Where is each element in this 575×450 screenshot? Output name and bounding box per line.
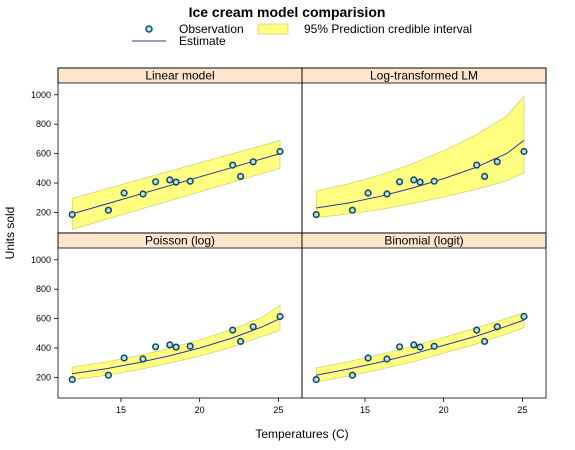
y-tick-label: 800: [36, 119, 51, 129]
estimate-line: [316, 319, 525, 376]
observation-point: [68, 376, 76, 384]
observation-point: [410, 341, 418, 349]
observation-point: [364, 354, 372, 362]
observation-point: [237, 337, 245, 346]
y-tick-label: 800: [36, 284, 51, 294]
legend-estimate-label: Estimate: [179, 34, 226, 48]
observation-point: [186, 342, 194, 350]
y-tick-label: 600: [36, 149, 51, 159]
observation-point: [152, 343, 160, 351]
y-axis-labels: Units sold: [3, 207, 17, 260]
observation-point: [276, 147, 284, 156]
panel-4: Binomial (logit) 15 20 25: [301, 232, 547, 415]
observation-point: [348, 206, 357, 214]
x-tick-label: 25: [273, 405, 283, 415]
observation-point: [396, 343, 404, 351]
x-tick-label: 25: [517, 405, 527, 415]
panel-3: Poisson (log) 200 400 600 800 1000 15 20 25: [31, 232, 303, 415]
observation-point: [312, 211, 320, 219]
panel-title: Linear model: [145, 69, 214, 83]
observation-point: [104, 206, 112, 214]
y-tick-label: 400: [36, 178, 51, 188]
y-tick-label: 200: [36, 207, 51, 217]
observation-point: [152, 178, 160, 186]
y-axis-label: Units sold: [3, 207, 17, 260]
observation-point: [166, 341, 174, 349]
x-axis-label: Temperatures (C): [255, 427, 348, 441]
observation-point: [139, 190, 147, 198]
panels: Linear model 200 400 600 800 1000 Log-transfor…: [31, 67, 547, 415]
panel-1: Linear model 200 400 600 800 1000: [31, 67, 303, 234]
y-tick-label: 600: [36, 314, 51, 324]
observation-point: [120, 354, 128, 362]
observation-point: [172, 178, 180, 186]
observation-point: [493, 158, 501, 166]
chart-title: Ice cream model comparision: [189, 4, 386, 20]
observation-point: [229, 161, 237, 169]
estimate-line: [72, 318, 281, 375]
interval-band: [315, 95, 525, 218]
legend: Observation Estimate 95% Prediction cred…: [132, 22, 472, 48]
interval-band: [71, 304, 281, 380]
legend-observation-label: Observation: [179, 22, 244, 36]
observation-point: [276, 312, 284, 321]
panel-border: [301, 232, 547, 399]
observation-point: [383, 355, 391, 363]
observation-point: [481, 337, 489, 346]
estimate-line: [316, 140, 525, 209]
panel-title: Binomial (logit): [384, 234, 463, 248]
panel-2: Log-transformed LM: [301, 67, 547, 234]
y-tick-label: 1000: [31, 255, 51, 265]
panel-title: Log-transformed LM: [370, 69, 478, 83]
y-tick-label: 1000: [31, 90, 51, 100]
observation-point: [120, 189, 128, 197]
x-tick-label: 15: [360, 405, 370, 415]
x-tick-label: 15: [116, 405, 126, 415]
observation-point: [186, 177, 194, 185]
y-tick-label: 400: [36, 343, 51, 353]
observation-point: [430, 177, 438, 185]
x-tick-label: 20: [439, 405, 449, 415]
observation-point: [396, 178, 404, 186]
observation-point: [383, 190, 391, 198]
x-tick-label: 20: [195, 405, 205, 415]
observation-point: [68, 211, 76, 219]
observation-point: [229, 326, 237, 334]
observation-point: [312, 376, 320, 384]
observation-point: [249, 158, 257, 166]
legend-interval-swatch: [257, 23, 289, 35]
observation-point: [493, 323, 501, 331]
observation-point: [520, 312, 528, 321]
observation-point: [104, 371, 112, 379]
observation-point: [520, 147, 528, 156]
y-tick-label: 200: [36, 372, 51, 382]
observation-point: [364, 189, 372, 197]
observation-point: [416, 343, 424, 351]
observation-point: [139, 355, 147, 363]
observation-point: [172, 343, 180, 351]
observation-point: [166, 176, 174, 184]
observation-point: [473, 161, 481, 169]
legend-interval-label: 95% Prediction credible interval: [304, 22, 472, 36]
panel-title: Poisson (log): [145, 234, 215, 248]
observation-point: [410, 176, 418, 184]
observation-point: [473, 326, 481, 334]
legend-observation-marker: [145, 25, 153, 33]
observation-point: [348, 371, 357, 379]
observation-point: [416, 178, 424, 186]
observation-point: [249, 323, 257, 331]
observation-point: [430, 342, 438, 350]
observation-point: [237, 172, 245, 180]
observation-point: [481, 172, 489, 180]
